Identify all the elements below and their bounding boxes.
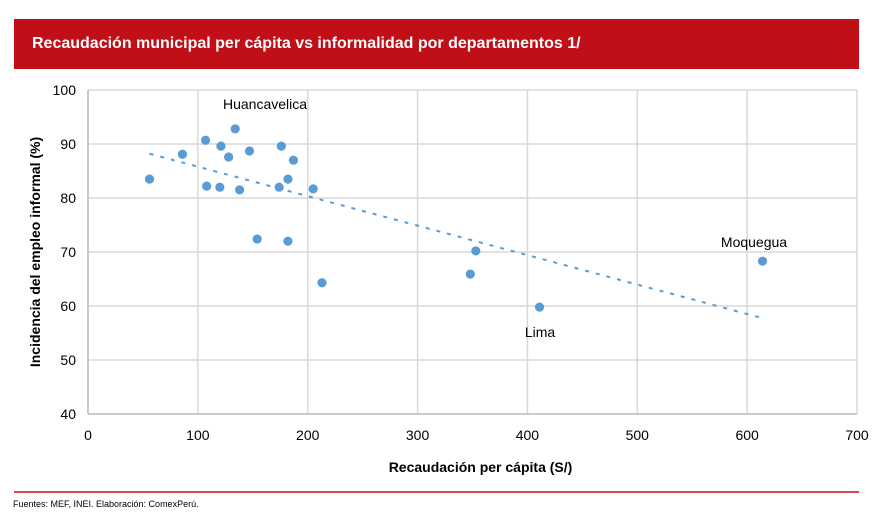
data-point <box>200 135 211 145</box>
data-point <box>465 269 475 279</box>
axes <box>87 90 857 415</box>
annotation-label: Lima <box>525 324 556 340</box>
data-point <box>144 174 155 184</box>
data-point <box>274 182 284 192</box>
data-point <box>308 184 318 194</box>
annotation-label: Moquegua <box>721 234 787 250</box>
source-note: Fuentes: MEF, INEI. Elaboración: ComexPe… <box>13 499 199 509</box>
x-tick-label: 700 <box>845 427 869 443</box>
data-point <box>288 155 299 165</box>
x-tick-label: 100 <box>186 427 210 443</box>
data-point <box>317 278 327 288</box>
data-points <box>144 124 768 312</box>
y-tick-label: 80 <box>60 190 76 206</box>
trendline <box>149 152 762 319</box>
data-point <box>235 185 245 195</box>
bottom-divider <box>14 491 859 493</box>
x-tick-label: 200 <box>296 427 320 443</box>
data-point <box>224 152 234 162</box>
x-tick-label: 300 <box>406 427 430 443</box>
y-tick-label: 40 <box>60 406 76 422</box>
x-tick-label: 500 <box>626 427 650 443</box>
data-point <box>471 246 481 256</box>
y-tick-label: 70 <box>60 244 76 260</box>
x-tick-label: 0 <box>84 427 92 443</box>
x-tick-label: 400 <box>516 427 540 443</box>
data-point <box>177 149 188 159</box>
data-point <box>534 302 545 312</box>
trendline-group <box>149 152 762 319</box>
data-point <box>215 182 225 192</box>
y-axis-title: Incidencia del empleo informal (%) <box>27 137 43 367</box>
data-point <box>283 236 293 246</box>
y-tick-label: 100 <box>53 82 77 98</box>
y-tick-labels: 40 50 60 70 80 90 100 <box>53 82 77 422</box>
y-tick-label: 90 <box>60 136 76 152</box>
data-point <box>216 141 226 151</box>
data-point <box>757 256 768 266</box>
data-point <box>252 234 262 244</box>
data-point <box>283 174 293 184</box>
x-tick-label: 600 <box>735 427 759 443</box>
data-point <box>230 124 240 134</box>
title-banner: Recaudación municipal per cápita vs info… <box>14 19 859 69</box>
data-point <box>276 141 286 151</box>
x-axis-title: Recaudación per cápita (S/) <box>389 459 573 475</box>
annotations: Huancavelica Lima Moquegua <box>223 96 787 340</box>
data-point <box>244 146 255 156</box>
x-tick-labels: 0 100 200 300 400 500 600 700 <box>84 427 869 443</box>
y-tick-label: 50 <box>60 352 76 368</box>
chart-title: Recaudación municipal per cápita vs info… <box>32 35 581 52</box>
y-tick-label: 60 <box>60 298 76 314</box>
annotation-label: Huancavelica <box>223 96 307 112</box>
data-point <box>202 181 212 191</box>
